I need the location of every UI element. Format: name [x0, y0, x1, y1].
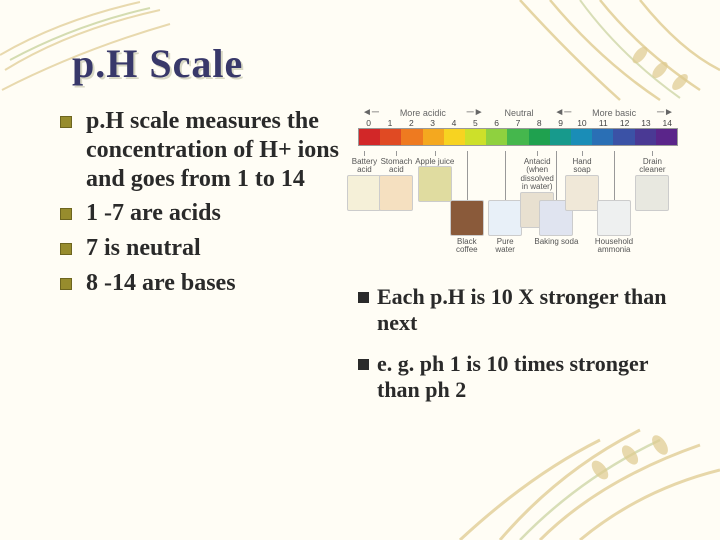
list-item-text: 8 -14 are bases	[86, 269, 236, 298]
list-item: Each p.H is 10 X stronger than next	[358, 284, 678, 337]
ph-strip-segment	[465, 129, 486, 145]
ph-strip-segment	[444, 129, 465, 145]
ph-example-label: Purewater	[495, 238, 515, 255]
label-more-basic: More basic	[592, 108, 636, 118]
ph-example-label: Baking soda	[534, 238, 578, 246]
list-item-text: 1 -7 are acids	[86, 199, 221, 228]
ph-example-line	[364, 151, 365, 156]
ph-strip-segment	[401, 129, 422, 145]
list-item: 1 -7 are acids	[60, 199, 340, 228]
bullet-square-icon	[358, 292, 369, 303]
ph-example-label: Antacid(whendissolvedin water)	[521, 158, 554, 192]
bullet-square-icon	[60, 116, 72, 128]
ph-number: 11	[593, 118, 614, 128]
arrow-right-icon: ─►	[657, 107, 674, 118]
ph-number: 12	[614, 118, 635, 128]
ph-example-label: Blackcoffee	[456, 238, 478, 255]
ph-examples: BatteryacidStomachacidApple juiceBlackco…	[358, 154, 678, 262]
ph-strip-segment	[507, 129, 528, 145]
label-more-acidic: More acidic	[400, 108, 446, 118]
ph-strip-segment	[592, 129, 613, 145]
ph-strip-segment	[423, 129, 444, 145]
ph-number: 5	[465, 118, 486, 128]
ph-example-label: Draincleaner	[639, 158, 665, 175]
label-neutral: Neutral	[504, 108, 533, 118]
ph-top-labels: ◄─ More acidic ─► Neutral ◄─ More basic …	[358, 107, 678, 118]
ph-example-line	[537, 151, 538, 156]
ph-example-line	[652, 151, 653, 156]
list-item: 8 -14 are bases	[60, 269, 340, 298]
list-item: e. g. ph 1 is 10 times stronger than ph …	[358, 351, 678, 404]
ph-strip-segment	[571, 129, 592, 145]
ph-number: 0	[358, 118, 379, 128]
ph-strip-segment	[486, 129, 507, 145]
slide: p.H Scale p.H scale measures the concent…	[0, 0, 720, 540]
arrow-left-end-icon: ─►	[467, 107, 484, 118]
ph-number: 6	[486, 118, 507, 128]
ph-strip-segment	[550, 129, 571, 145]
ph-strip-segment	[635, 129, 656, 145]
ph-example-line	[505, 151, 506, 200]
right-column: ◄─ More acidic ─► Neutral ◄─ More basic …	[358, 107, 678, 418]
ph-strip-segment	[529, 129, 550, 145]
ph-example-line	[582, 151, 583, 156]
list-item-text: p.H scale measures the concentration of …	[86, 107, 340, 193]
ph-number: 14	[657, 118, 678, 128]
ph-example-line	[435, 151, 436, 156]
ph-number: 4	[443, 118, 464, 128]
bullet-square-icon	[60, 208, 72, 220]
bullet-square-icon	[358, 359, 369, 370]
ph-example-line	[467, 151, 468, 200]
ph-strip-segment	[359, 129, 380, 145]
ph-strip-segment	[380, 129, 401, 145]
ph-example: Draincleaner	[624, 156, 680, 211]
left-column: p.H scale measures the concentration of …	[60, 107, 340, 418]
ph-number: 8	[529, 118, 550, 128]
bullet-square-icon	[60, 278, 72, 290]
ph-strip-segment	[656, 129, 677, 145]
right-bullet-list: Each p.H is 10 X stronger than next e. g.…	[358, 284, 678, 404]
ph-example-label: Handsoap	[572, 158, 591, 175]
ph-example-icon	[635, 175, 669, 211]
ph-number: 3	[422, 118, 443, 128]
list-item: 7 is neutral	[60, 234, 340, 263]
arrow-right-start-icon: ◄─	[554, 107, 571, 118]
ph-example-line	[396, 151, 397, 156]
ph-number: 2	[401, 118, 422, 128]
page-title: p.H Scale	[72, 40, 684, 87]
columns: p.H scale measures the concentration of …	[60, 107, 684, 418]
ph-number: 10	[571, 118, 592, 128]
ph-example-line	[614, 151, 615, 200]
bullet-square-icon	[60, 243, 72, 255]
arrow-left-icon: ◄─	[362, 107, 379, 118]
ph-number: 13	[635, 118, 656, 128]
ph-example-icon	[418, 166, 452, 202]
left-bullet-list: p.H scale measures the concentration of …	[60, 107, 340, 298]
list-item-text: 7 is neutral	[86, 234, 201, 263]
ph-example-label: Householdammonia	[595, 238, 633, 255]
list-item-text: Each p.H is 10 X stronger than next	[377, 284, 678, 337]
ph-number-row: 01234567891011121314	[358, 118, 678, 128]
ph-example: Apple juice	[407, 156, 463, 202]
ph-example-label: Apple juice	[415, 158, 454, 166]
ph-number: 7	[507, 118, 528, 128]
list-item: p.H scale measures the concentration of …	[60, 107, 340, 193]
ph-number: 9	[550, 118, 571, 128]
ph-scale-figure: ◄─ More acidic ─► Neutral ◄─ More basic …	[358, 107, 678, 262]
ph-color-strip	[358, 128, 678, 146]
list-item-text: e. g. ph 1 is 10 times stronger than ph …	[377, 351, 678, 404]
ph-number: 1	[379, 118, 400, 128]
ph-strip-segment	[613, 129, 634, 145]
